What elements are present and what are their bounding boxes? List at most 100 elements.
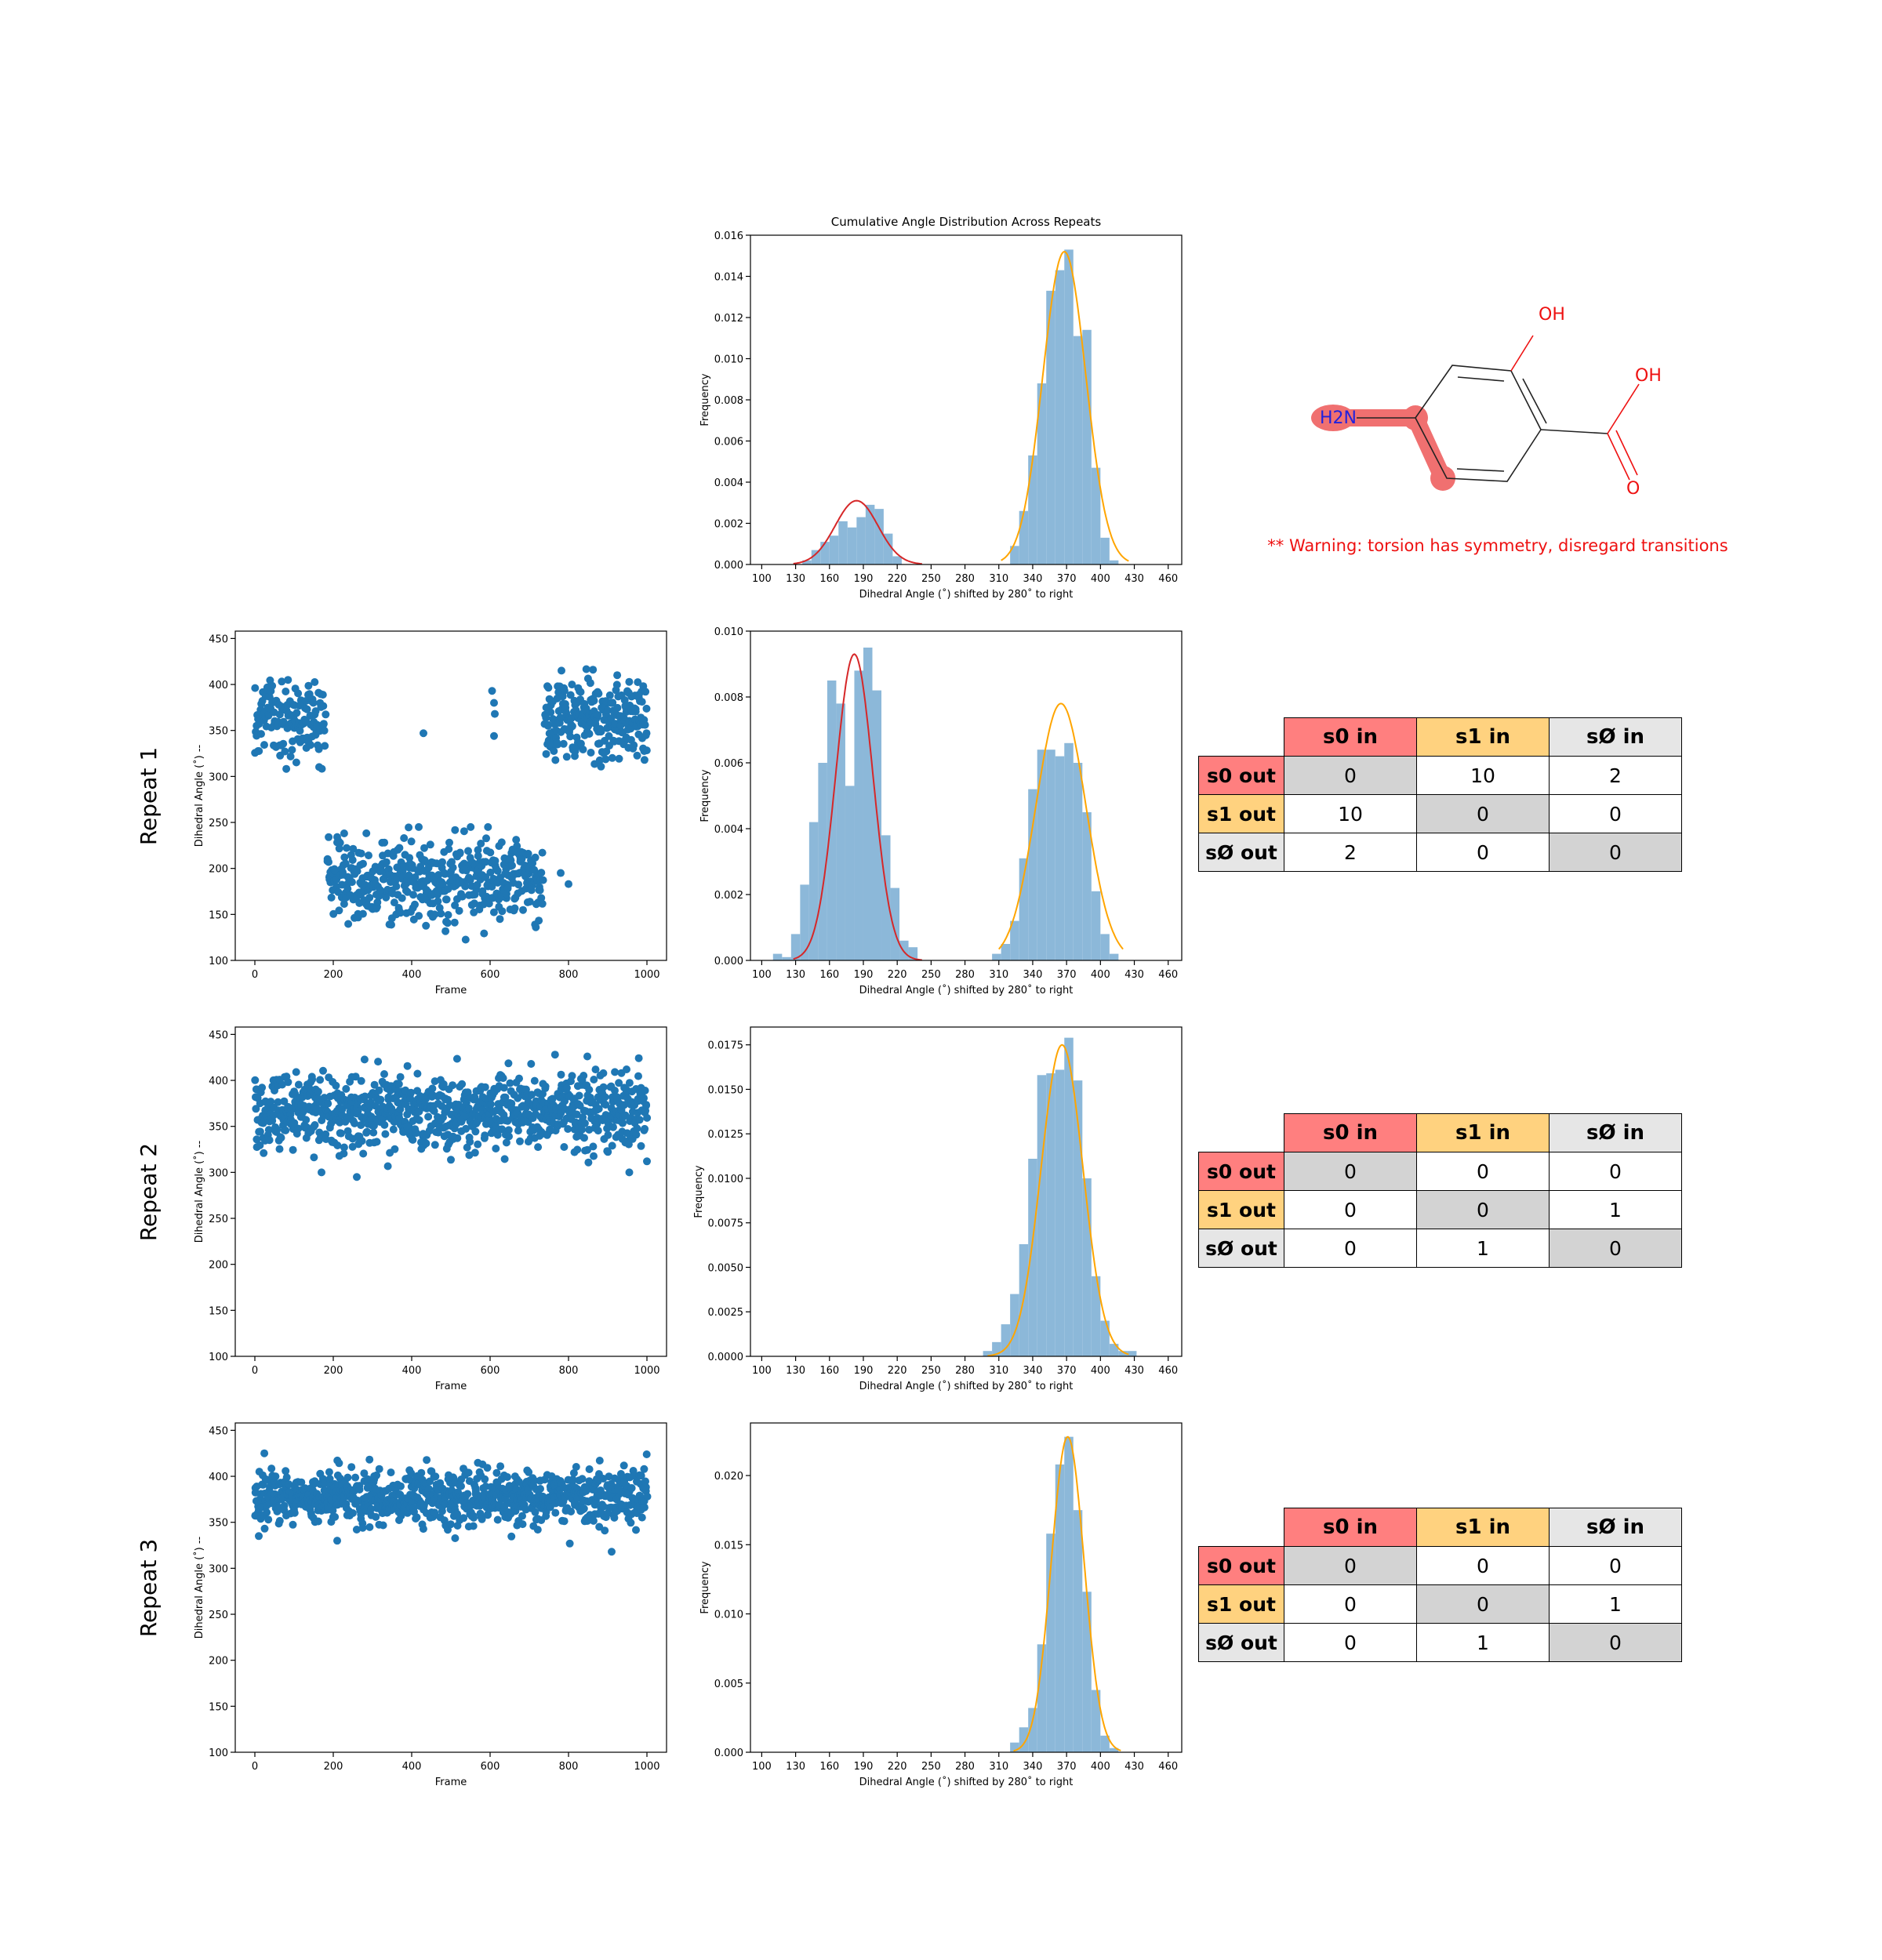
scatter-point	[466, 876, 474, 884]
scatter-point	[271, 1472, 280, 1481]
scatter-point	[537, 869, 546, 877]
scatter-point	[554, 740, 561, 749]
histogram-bar	[1109, 1748, 1119, 1752]
scatter-point	[453, 1134, 462, 1142]
scatter-point	[376, 1095, 385, 1104]
scatter-point	[288, 746, 296, 754]
scatter-point	[583, 1145, 591, 1154]
scatter-point	[550, 747, 558, 755]
scatter-point	[560, 687, 569, 695]
scatter-point	[641, 720, 649, 729]
scatter-point	[642, 1101, 651, 1109]
scatter-point	[634, 1054, 643, 1062]
scatter-point	[493, 1515, 502, 1524]
scatter-point	[481, 1131, 489, 1140]
histogram-bar	[874, 509, 884, 564]
histogram-bar	[1046, 290, 1055, 564]
y-tick-label: 0.010	[714, 1610, 743, 1621]
matrix-row-header: s1 out	[1198, 1190, 1284, 1229]
scatter-point	[447, 1156, 455, 1164]
scatter-point	[329, 909, 338, 918]
scatter-point	[615, 754, 623, 763]
histogram-bar	[1037, 750, 1047, 960]
scatter-point	[359, 1149, 368, 1158]
scatter-point	[321, 742, 329, 750]
scatter-point	[484, 1510, 492, 1519]
scatter-point	[347, 878, 356, 887]
o-acid-label: O	[1626, 479, 1640, 499]
x-tick-label: 1000	[634, 1365, 659, 1377]
scatter-point	[444, 885, 452, 893]
scatter-point	[372, 1138, 381, 1146]
scatter-point	[481, 858, 490, 866]
y-tick-label: 300	[209, 771, 228, 783]
y-axis-label: Frequency	[693, 1165, 705, 1218]
plot-frame	[750, 630, 1183, 961]
matrix-cell: 0	[1284, 1229, 1417, 1268]
x-tick-label: 340	[1023, 1365, 1043, 1377]
scatter-point	[380, 1070, 388, 1078]
scatter-point	[341, 859, 350, 868]
scatter-point	[514, 1127, 522, 1135]
histogram-bar	[1091, 1690, 1101, 1752]
scatter-point	[335, 906, 343, 915]
scatter-point	[349, 844, 358, 853]
scatter-point	[519, 906, 527, 914]
matrix-cell: 1	[1416, 1623, 1550, 1662]
x-tick-label: 430	[1124, 1761, 1144, 1773]
scatter-point	[359, 859, 367, 868]
scatter-point	[296, 727, 304, 735]
scatter-point	[279, 717, 288, 726]
plot-frame	[234, 1422, 667, 1753]
histogram-bar	[1055, 270, 1065, 564]
scatter-point	[609, 699, 617, 707]
x-tick-label: 370	[1057, 1365, 1077, 1377]
scatter-point	[415, 912, 423, 920]
repeat-1-histogram: 100 130 160 190 220 250 280 310 340 370 400 430 460 0…	[699, 626, 1183, 996]
scatter-point	[531, 1508, 540, 1516]
repeat-2-label: Repeat 2	[136, 1142, 162, 1241]
scatter-point	[474, 846, 482, 855]
x-axis-label: Dihedral Angle (˚) shifted by 280˚ to ri…	[859, 984, 1074, 996]
scatter-point	[370, 1121, 378, 1130]
scatter-point	[398, 894, 406, 902]
scatter-point	[381, 1130, 390, 1138]
plot-area	[1010, 1436, 1121, 1752]
scatter-point	[590, 696, 598, 705]
histogram-bar	[872, 690, 882, 960]
scatter-point	[514, 880, 523, 889]
s1-gaussian-fit	[998, 702, 1124, 950]
histogram-bar	[1082, 329, 1092, 564]
x-tick-label: 220	[888, 573, 907, 585]
molecule-bonds	[1357, 335, 1640, 482]
scatter-point	[565, 880, 572, 888]
s0-gaussian-fit	[793, 653, 922, 961]
scatter-point	[579, 1113, 587, 1122]
repeat-3-label: Repeat 3	[136, 1538, 162, 1637]
scatter-point	[579, 746, 587, 753]
matrix-row-header: sØ out	[1198, 1623, 1284, 1662]
scatter-point	[640, 1465, 649, 1473]
y-tick-label: 400	[209, 1472, 228, 1483]
scatter-point	[424, 1112, 433, 1121]
repeat-3-scatter: 0 200 400 600 800 1000 100 150 200 250 300 350 400 45…	[193, 1422, 667, 1788]
scatter-point	[269, 1111, 278, 1120]
repeat-1-scatter: 0 200 400 600 800 1000 100 150 200 250 300 350 400 45…	[193, 630, 667, 996]
y-tick-label: 450	[209, 1425, 228, 1437]
scatter-point	[311, 1121, 319, 1129]
scatter-point	[403, 1062, 412, 1070]
scatter-point	[260, 1524, 269, 1533]
scatter-point	[527, 1060, 536, 1068]
scatter-point	[455, 906, 463, 915]
scatter-point	[599, 1083, 608, 1091]
scatter-point	[284, 1078, 292, 1087]
scatter-point	[333, 1142, 342, 1149]
y-tick-label: 150	[209, 909, 228, 921]
scatter-point	[565, 1539, 574, 1548]
scatter-point	[547, 708, 555, 717]
x-tick-label: 190	[854, 969, 874, 981]
repeat-1-label: Repeat 1	[136, 746, 162, 845]
scatter-point	[442, 895, 451, 904]
scatter-point	[604, 1148, 612, 1156]
x-tick-label: 460	[1158, 969, 1178, 981]
